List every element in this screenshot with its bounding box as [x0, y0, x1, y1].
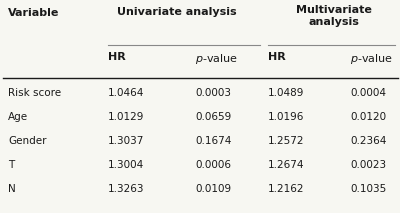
Text: 1.2162: 1.2162 — [268, 184, 304, 194]
Text: Univariate analysis: Univariate analysis — [117, 7, 236, 17]
Text: 1.0129: 1.0129 — [108, 112, 144, 122]
Text: 0.1674: 0.1674 — [195, 136, 231, 146]
Text: 0.2364: 0.2364 — [350, 136, 386, 146]
Text: Risk score: Risk score — [8, 88, 61, 98]
Text: 0.0023: 0.0023 — [350, 160, 386, 170]
Text: T: T — [8, 160, 14, 170]
Text: 1.0489: 1.0489 — [268, 88, 304, 98]
Text: 0.0004: 0.0004 — [350, 88, 386, 98]
Text: 0.0003: 0.0003 — [195, 88, 231, 98]
Text: 0.1035: 0.1035 — [350, 184, 386, 194]
Text: 1.3004: 1.3004 — [108, 160, 144, 170]
Text: 1.2674: 1.2674 — [268, 160, 304, 170]
Text: 1.3263: 1.3263 — [108, 184, 144, 194]
Text: Gender: Gender — [8, 136, 46, 146]
Text: 1.0464: 1.0464 — [108, 88, 144, 98]
Text: $\mathbf{\mathit{p}}$-value: $\mathbf{\mathit{p}}$-value — [195, 52, 238, 66]
Text: 0.0109: 0.0109 — [195, 184, 231, 194]
Text: HR: HR — [268, 52, 286, 62]
Text: N: N — [8, 184, 16, 194]
Text: 1.0196: 1.0196 — [268, 112, 304, 122]
Text: 0.0006: 0.0006 — [195, 160, 231, 170]
Text: $\mathbf{\mathit{p}}$-value: $\mathbf{\mathit{p}}$-value — [350, 52, 393, 66]
Text: HR: HR — [108, 52, 126, 62]
Text: 0.0120: 0.0120 — [350, 112, 386, 122]
Text: 1.2572: 1.2572 — [268, 136, 304, 146]
Text: Age: Age — [8, 112, 28, 122]
Text: 0.0659: 0.0659 — [195, 112, 231, 122]
Text: Variable: Variable — [8, 8, 59, 18]
Text: 1.3037: 1.3037 — [108, 136, 144, 146]
Text: Multivariate
analysis: Multivariate analysis — [296, 5, 372, 27]
